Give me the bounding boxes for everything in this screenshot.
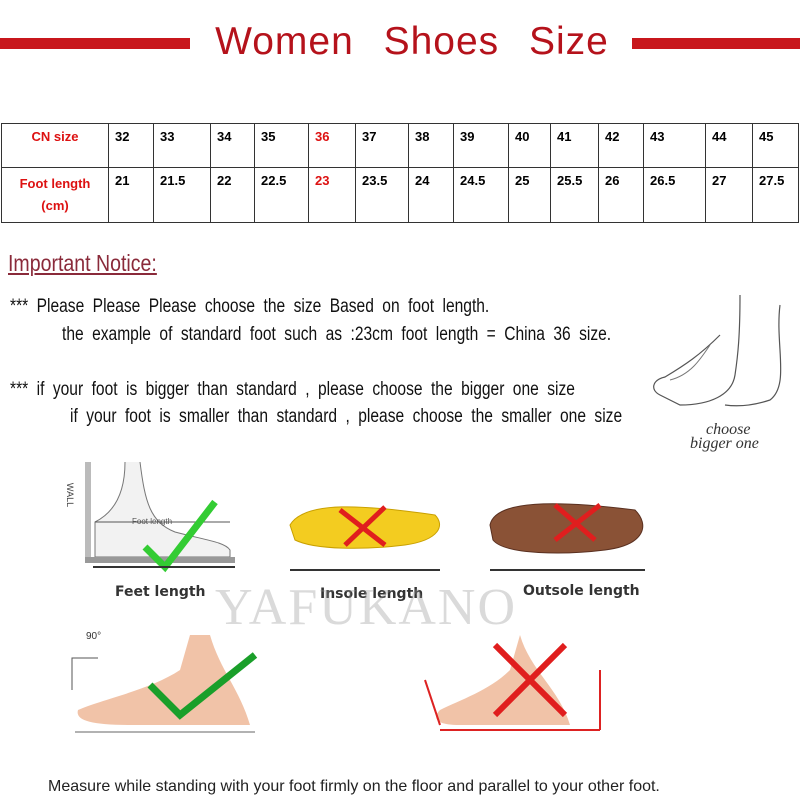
- page-title: Women Shoes Size: [215, 20, 609, 63]
- watermark: YAFUKANO: [215, 579, 518, 636]
- feet-length-label: Feet length: [115, 584, 206, 600]
- foot-length-cell: 25.5: [550, 167, 599, 223]
- foot-caption-1: choose: [706, 421, 751, 438]
- notice-line-2: the example of standard foot such as :23…: [62, 324, 612, 345]
- cn-size-cell: 43: [643, 123, 706, 168]
- foot-length-cell: 25: [508, 167, 551, 223]
- foot-length-cell: 27.5: [752, 167, 799, 223]
- notice-title: Important Notice:: [8, 250, 157, 276]
- feet-length-illustration: [85, 462, 235, 573]
- footer-caption: Measure while standing with your foot fi…: [48, 778, 660, 795]
- foot-length-cell: 21.5: [153, 167, 211, 223]
- foot-sketch-icon: [653, 295, 782, 407]
- cn-size-cell: 37: [355, 123, 409, 168]
- cn-size-cell: 42: [598, 123, 644, 168]
- cn-size-cell: 39: [453, 123, 509, 168]
- row-label: CN size: [1, 123, 109, 168]
- table-row-cn-size: CN size 32 33 34 35 36 37 38 39 40 41 42 43 44 45: [1, 123, 799, 168]
- cn-size-cell: 45: [752, 123, 799, 168]
- insole-length-label: Insole length: [320, 586, 424, 602]
- title-bar-right: [632, 38, 800, 49]
- size-table: CN size 32 33 34 35 36 37 38 39 40 41 42 43 44 45 Foot…: [1, 123, 799, 223]
- cn-size-cell: 32: [108, 123, 154, 168]
- table-row-foot-length: Foot length (cm) 21 21.5 22 22.5 23 23.5 24 24.5…: [1, 167, 799, 223]
- cn-size-cell: 44: [705, 123, 753, 168]
- angle-label: 90°: [86, 631, 102, 642]
- outsole-length-label: Outsole length: [523, 583, 640, 599]
- cn-size-cell: 33: [153, 123, 211, 168]
- foot-length-cell: 23: [308, 167, 356, 223]
- correct-measure-illustration: [71, 635, 258, 733]
- cn-size-cell: 34: [210, 123, 255, 168]
- foot-length-cell: 24: [408, 167, 454, 223]
- notice-line-4: if your foot is smaller than standard , …: [70, 406, 623, 427]
- foot-length-cell: 21: [108, 167, 154, 223]
- cn-size-cell: 40: [508, 123, 551, 168]
- foot-caption-2: bigger one: [690, 435, 759, 452]
- foot-length-cell: 23.5: [355, 167, 409, 223]
- row-label: Foot length (cm): [1, 167, 109, 223]
- wall-label: WALL: [65, 482, 76, 508]
- foot-length-cell: 24.5: [453, 167, 509, 223]
- cn-size-cell: 36: [308, 123, 356, 168]
- title-bar-left: [0, 38, 190, 49]
- foot-length-label: Foot length: [132, 517, 173, 526]
- foot-length-cell: 26.5: [643, 167, 706, 223]
- cn-size-cell: 38: [408, 123, 454, 168]
- cn-size-cell: 41: [550, 123, 599, 168]
- foot-length-cell: 22.5: [254, 167, 309, 223]
- notice-line-1: *** Please Please Please choose the size…: [10, 296, 490, 317]
- cn-size-cell: 35: [254, 123, 309, 168]
- foot-length-cell: 27: [705, 167, 753, 223]
- incorrect-measure-illustration: [424, 635, 601, 731]
- foot-length-cell: 22: [210, 167, 255, 223]
- insole-illustration: [289, 505, 440, 571]
- notice-line-3: *** if your foot is bigger than standard…: [10, 379, 575, 400]
- outsole-illustration: [489, 503, 645, 571]
- foot-length-cell: 26: [598, 167, 644, 223]
